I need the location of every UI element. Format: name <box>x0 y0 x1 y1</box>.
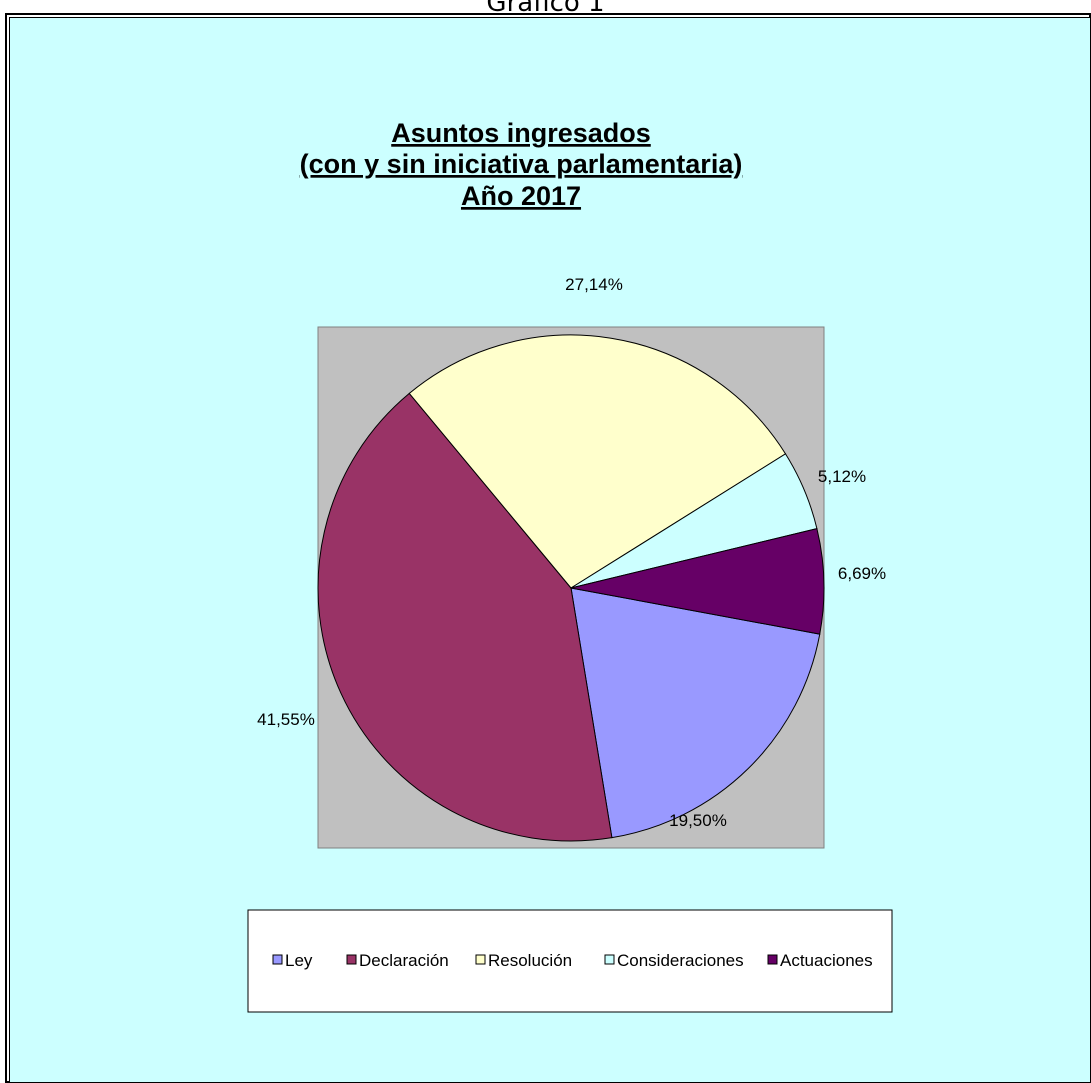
legend-swatch-actuaciones <box>767 954 778 965</box>
pie-slice-declaración <box>317 392 613 842</box>
pie-slice-actuaciones <box>570 527 825 635</box>
data-label-consideraciones: 5,12% <box>818 467 866 486</box>
legend-swatch-declaración <box>346 954 357 965</box>
legend-label-resolución: Resolución <box>488 951 572 970</box>
data-label-resolución: 27,14% <box>565 275 623 294</box>
chart-title-line-1: Asuntos ingresados <box>391 118 651 148</box>
pie-chart: Asuntos ingresados (con y sin iniciativa… <box>10 18 1090 1082</box>
legend-label-consideraciones: Consideraciones <box>617 951 744 970</box>
legend-swatch-consideraciones <box>604 954 615 965</box>
pie-slice-resolución <box>408 334 787 589</box>
chart-title-line-3: Año 2017 <box>461 181 581 211</box>
data-label-actuaciones: 6,69% <box>838 564 886 583</box>
chart-area: Asuntos ingresados (con y sin iniciativa… <box>9 17 1090 1082</box>
data-label-declaración: 41,55% <box>257 710 315 729</box>
legend-label-actuaciones: Actuaciones <box>780 951 873 970</box>
pie-slices <box>317 334 825 842</box>
legend-swatch-resolución <box>475 954 486 965</box>
legend-items: Ley Declaración Resolución Consideraciones A… <box>272 951 873 970</box>
data-labels: 19,50% 41,55% 27,14% 5,12% 6,69% <box>257 275 886 830</box>
legend-label-ley: Ley <box>285 951 313 970</box>
data-label-ley: 19,50% <box>669 811 727 830</box>
chart-title-line-2: (con y sin iniciativa parlamentaria) <box>300 149 743 179</box>
chart-frame: Asuntos ingresados (con y sin iniciativa… <box>5 13 1091 1083</box>
pie-slice-ley <box>570 587 821 839</box>
legend-label-declaración: Declaración <box>359 951 449 970</box>
legend-swatch-ley <box>272 954 283 965</box>
